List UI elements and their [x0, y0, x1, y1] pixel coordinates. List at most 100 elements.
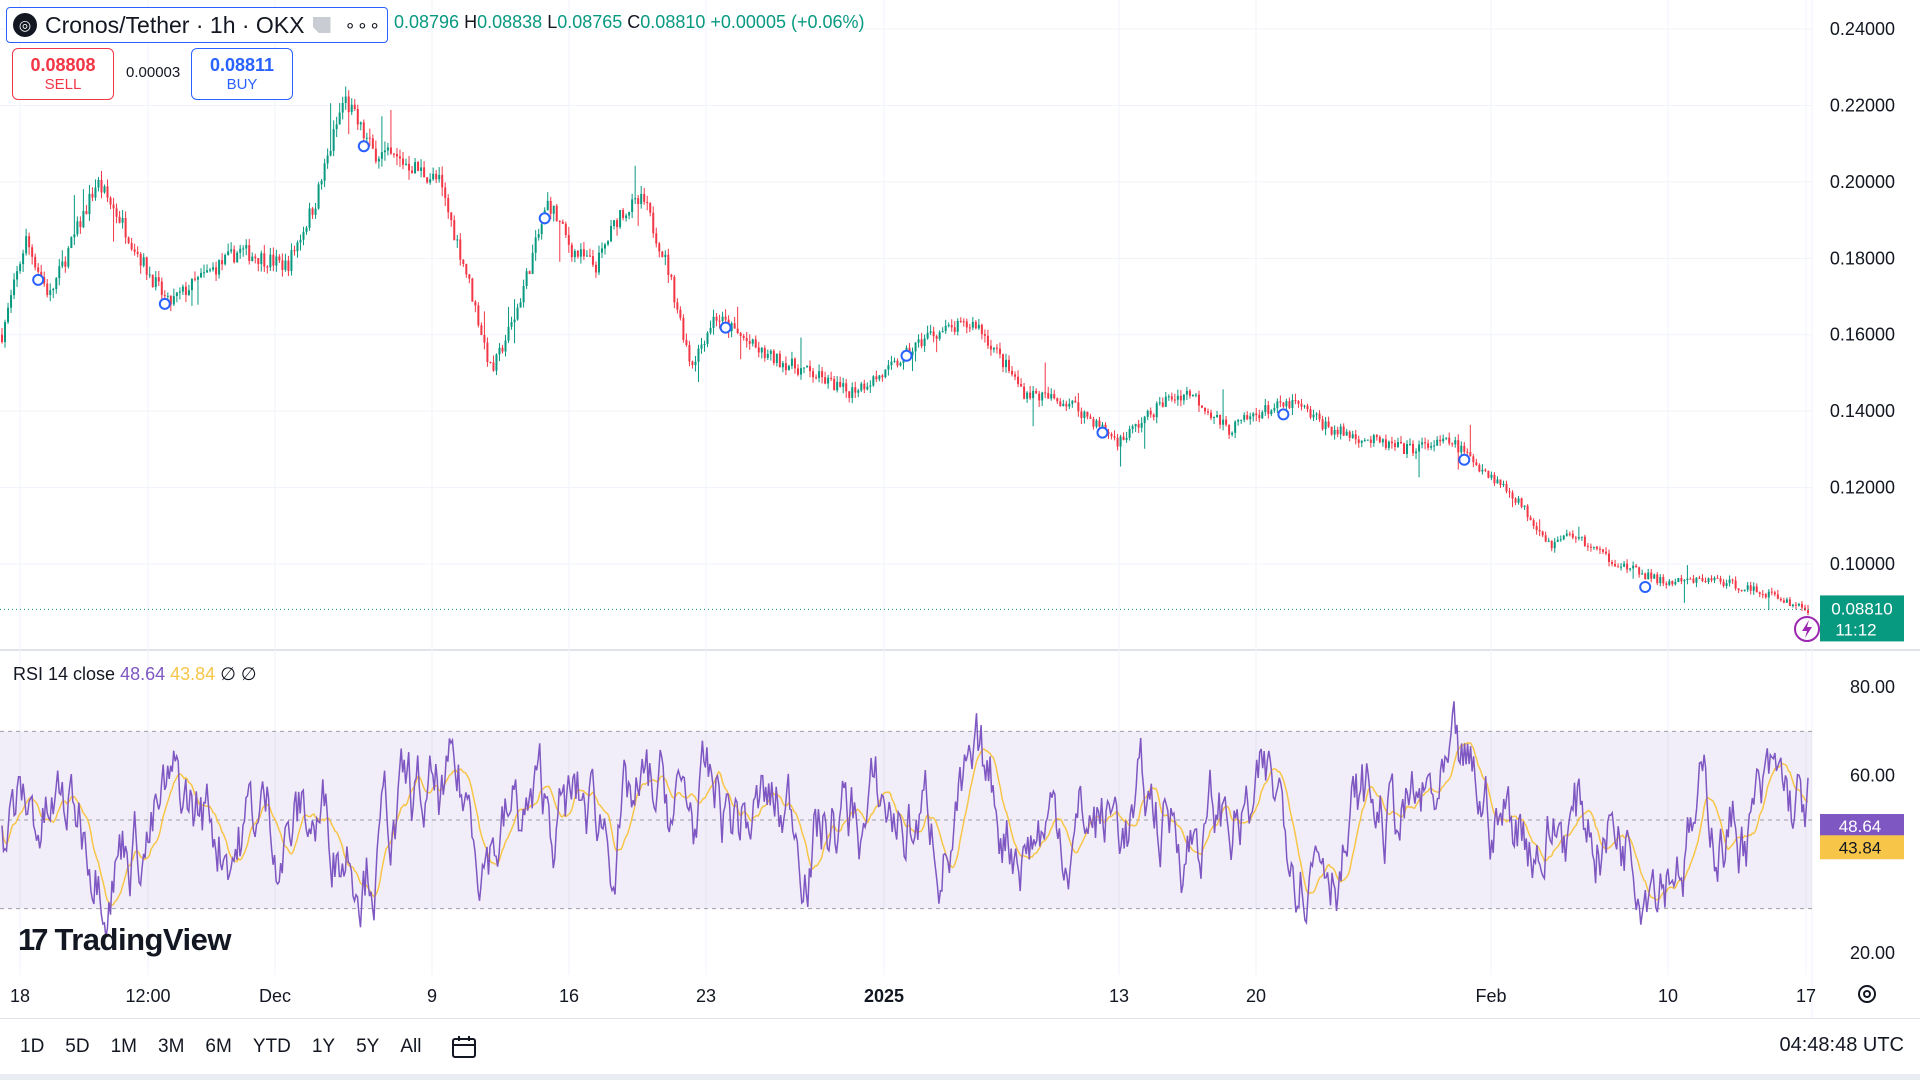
- candle-body: [1167, 396, 1170, 398]
- event-marker-icon: [158, 297, 171, 310]
- tradingview-logo[interactable]: 17 TradingView: [18, 922, 232, 958]
- candle-body: [766, 353, 769, 358]
- candle-body: [697, 348, 700, 362]
- cronos-logo-icon: ◎: [13, 13, 37, 37]
- candle-body: [1273, 408, 1276, 411]
- symbol-header[interactable]: ◎ Cronos/Tether · 1h · OKX ∘∘∘: [6, 7, 389, 43]
- rsi-tick-label: 20.00: [1850, 943, 1895, 963]
- timeframe-all[interactable]: All: [400, 1036, 422, 1057]
- time-tick-label: Feb: [1475, 986, 1506, 1006]
- low-value: 0.08765: [557, 12, 623, 32]
- time-tick-label: 18: [10, 986, 30, 1006]
- candle-body: [420, 167, 423, 171]
- candle-body: [1056, 398, 1059, 402]
- candle-body: [49, 290, 52, 295]
- calendar-icon[interactable]: [451, 1035, 477, 1059]
- rsi-ma-line: [1, 742, 1809, 907]
- candle-body: [1140, 423, 1143, 428]
- time-tick-label: Dec: [259, 986, 291, 1006]
- candle-body: [619, 210, 622, 228]
- timeframe-1y[interactable]: 1Y: [311, 1036, 336, 1057]
- timeframe-1m[interactable]: 1M: [110, 1036, 137, 1057]
- candle-body: [338, 112, 341, 125]
- timeframe-5d[interactable]: 5D: [65, 1036, 90, 1057]
- candle-body: [995, 347, 998, 349]
- candle-body: [73, 234, 76, 238]
- candle-body: [878, 375, 881, 380]
- candle-body: [929, 331, 932, 333]
- event-marker-icon: [1277, 408, 1290, 421]
- candle-body: [97, 179, 100, 188]
- candle-body: [233, 249, 236, 263]
- candle-body: [1312, 414, 1315, 418]
- candle-body: [1047, 393, 1050, 399]
- candle-body: [1635, 565, 1638, 568]
- candle-body: [1698, 577, 1701, 579]
- timeframe-3m[interactable]: 3M: [158, 1036, 185, 1057]
- candle-body: [863, 383, 866, 390]
- chart-canvas[interactable]: 0.24000 0.22000 0.20000 0.18000 0.16000 0.140…: [0, 0, 1920, 1018]
- event-marker-icon: [719, 321, 732, 334]
- candle-body: [1134, 424, 1137, 427]
- candle-body: [1583, 536, 1586, 546]
- timeframe-1d[interactable]: 1D: [20, 1036, 45, 1057]
- candle-body: [1776, 594, 1779, 599]
- change-value: +0.00005 (+0.06%): [710, 12, 865, 32]
- candle-body: [401, 158, 404, 165]
- time-tick-label: 23: [696, 986, 716, 1006]
- rsi-tag-box: [1820, 814, 1904, 839]
- candle-body: [579, 249, 582, 257]
- candle-body: [875, 376, 878, 380]
- candle-body: [1279, 401, 1282, 403]
- candle-body: [941, 331, 944, 333]
- candle-body: [685, 339, 688, 346]
- candle-body: [986, 335, 989, 346]
- candle-body: [1336, 429, 1339, 435]
- candle-body: [148, 274, 151, 276]
- candle-body: [1255, 413, 1258, 416]
- candle-body: [1074, 400, 1077, 403]
- rsi-legend-value: 48.64: [120, 664, 166, 684]
- candle-body: [691, 361, 694, 366]
- candle-body: [754, 339, 757, 348]
- price-tick-label: 0.12000: [1830, 478, 1895, 498]
- candle-body: [866, 386, 869, 390]
- candle-body: [172, 296, 175, 305]
- candle-body: [1360, 440, 1363, 443]
- lightning-icon[interactable]: [1792, 614, 1822, 644]
- candle-body: [302, 231, 305, 240]
- candle-body: [818, 371, 821, 379]
- buy-button[interactable]: 0.08811 BUY: [191, 48, 293, 100]
- settings-gear-icon[interactable]: [1856, 983, 1878, 1005]
- candle-body: [468, 274, 471, 279]
- candle-body: [1399, 441, 1402, 444]
- candle-body: [1231, 432, 1234, 435]
- candle-body: [1366, 439, 1369, 441]
- candle-body: [1243, 415, 1246, 420]
- utc-clock[interactable]: 04:48:48 UTC: [1779, 1034, 1904, 1056]
- candle-body: [992, 347, 995, 350]
- more-icon[interactable]: ∘∘∘: [344, 14, 382, 35]
- event-marker-icon: [1096, 426, 1109, 439]
- candle-body: [971, 321, 974, 328]
- candle-body: [266, 266, 269, 268]
- candle-body: [1565, 533, 1568, 536]
- candle-body: [28, 236, 31, 248]
- candle-body: [977, 324, 980, 329]
- candle-body: [688, 345, 691, 362]
- candle-body: [1191, 395, 1194, 397]
- candle-body: [890, 361, 893, 366]
- candle-body: [983, 334, 986, 336]
- candle-body: [576, 250, 579, 257]
- sell-button[interactable]: 0.08808 SELL: [12, 48, 114, 100]
- candle-body: [1113, 436, 1116, 438]
- candle-body: [1568, 533, 1571, 535]
- candle-body: [350, 104, 353, 113]
- candle-body: [1270, 410, 1273, 415]
- timeframe-5y[interactable]: 5Y: [356, 1036, 380, 1057]
- timeframe-6m[interactable]: 6M: [205, 1036, 232, 1057]
- timeframe-ytd[interactable]: YTD: [252, 1036, 291, 1057]
- candle-body: [1122, 436, 1125, 440]
- candle-body: [604, 244, 607, 249]
- candle-body: [389, 147, 392, 154]
